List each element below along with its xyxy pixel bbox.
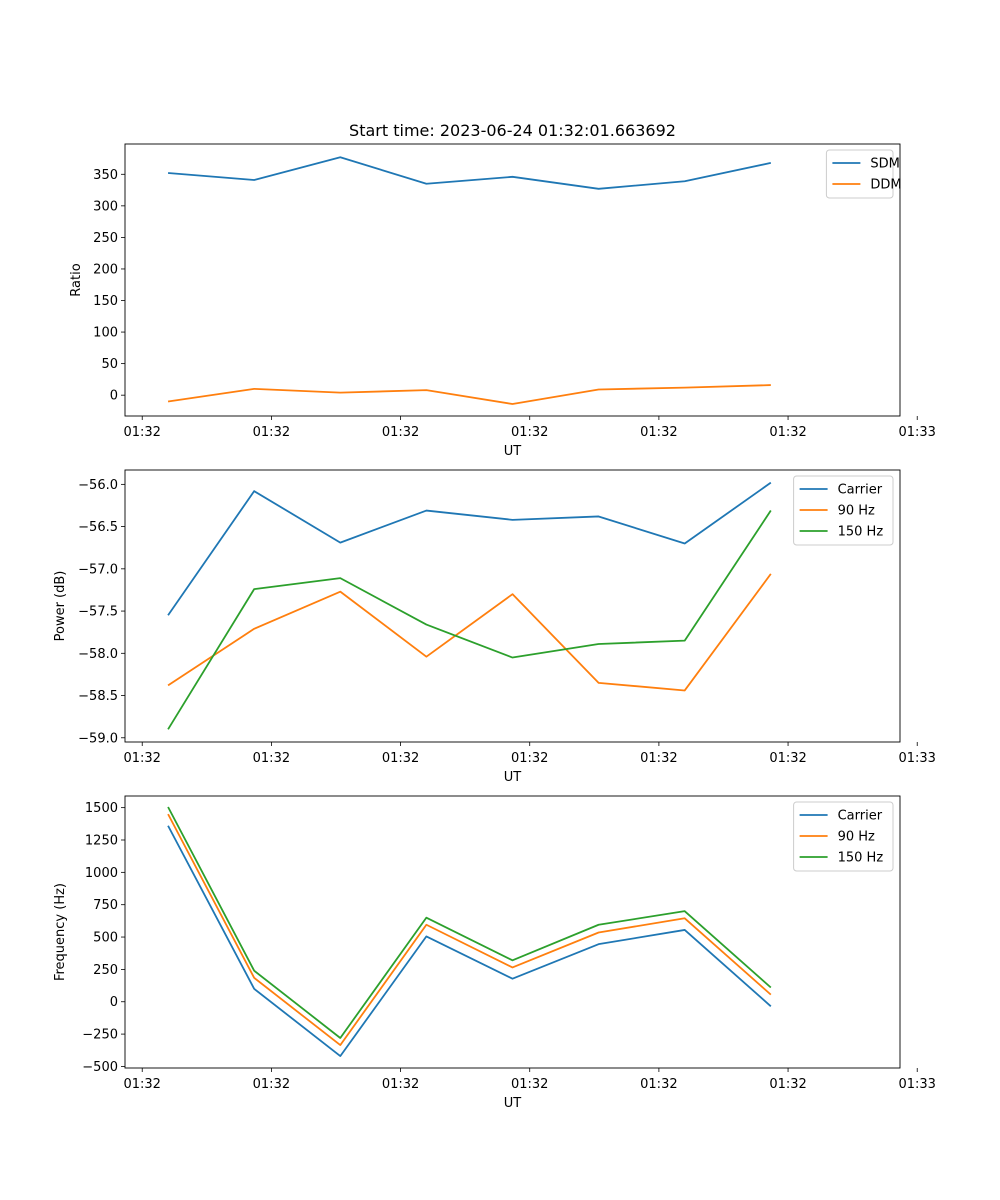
chart-panel-1: 01:32 01:32 01:32 01:32 01:32 01:32 01:33 0 50 10… [69, 143, 936, 459]
y-tick-label: 100 [93, 326, 118, 341]
x-tick-label: 01:32 [640, 425, 677, 440]
legend: Carrier 90 Hz 150 Hz [793, 475, 894, 546]
x-tick-label: 01:33 [898, 751, 935, 766]
series-line-carrier [167, 481, 772, 616]
x-tick-label: 01:32 [382, 1077, 419, 1092]
y-tick-label: −59.0 [78, 731, 118, 746]
charts-container: 01:32 01:32 01:32 01:32 01:32 01:32 01:33 0 50 10… [53, 143, 936, 1111]
y-tick-label: 1250 [85, 833, 118, 848]
y-tick-label: 150 [93, 294, 118, 309]
chart-panel-3: 01:32 01:32 01:32 01:32 01:32 01:32 01:33 −500 −… [53, 795, 936, 1111]
y-tick-label: 0 [110, 995, 118, 1010]
x-tick-label: 01:32 [511, 425, 548, 440]
y-tick-label: 1500 [85, 801, 118, 816]
y-tick-label: −56.5 [78, 520, 118, 535]
x-tick-label: 01:32 [253, 1077, 290, 1092]
series-line-sdm [167, 156, 772, 190]
figure-title: Start time: 2023-06-24 01:32:01.663692 [349, 121, 676, 140]
y-tick-label: 50 [101, 357, 118, 372]
legend: SDM DDM [825, 149, 902, 199]
y-tick-label: 250 [93, 963, 118, 978]
chart-panel-2: 01:32 01:32 01:32 01:32 01:32 01:32 01:33 −59.0… [53, 469, 936, 785]
series-line-carrier [167, 825, 772, 1057]
x-tick-label: 01:32 [511, 1077, 548, 1092]
legend-label: Carrier [838, 483, 883, 498]
x-tick-label: 01:32 [123, 751, 160, 766]
x-tick-label: 01:32 [382, 425, 419, 440]
x-axis-title: UT [504, 1096, 522, 1111]
x-tick-label: 01:32 [253, 425, 290, 440]
series-line-ddm [167, 384, 771, 405]
x-tick-label: 01:33 [898, 1077, 935, 1092]
series-line-150-hz [167, 510, 772, 730]
y-tick-label: 0 [110, 389, 118, 404]
x-tick-label: 01:32 [769, 1077, 806, 1092]
legend-label: DDM [870, 178, 901, 193]
y-tick-label: 350 [93, 168, 118, 183]
series-line-90-hz [167, 813, 772, 1046]
x-tick-label: 01:32 [769, 751, 806, 766]
plot-frame [124, 143, 901, 417]
y-tick-label: 500 [93, 931, 118, 946]
y-axis-title: Frequency (Hz) [53, 883, 68, 981]
legend-label: 150 Hz [838, 525, 884, 540]
x-tick-label: 01:32 [640, 1077, 677, 1092]
x-tick-label: 01:32 [253, 751, 290, 766]
y-tick-label: −56.0 [78, 478, 118, 493]
legend-label: 90 Hz [838, 504, 875, 519]
y-tick-label: 1000 [85, 866, 118, 881]
y-axis-title: Power (dB) [53, 571, 68, 642]
x-tick-label: 01:32 [123, 425, 160, 440]
x-tick-label: 01:32 [123, 1077, 160, 1092]
x-tick-label: 01:32 [511, 751, 548, 766]
y-tick-label: −58.5 [78, 689, 118, 704]
series-line-90-hz [167, 573, 772, 692]
legend-box [793, 475, 894, 546]
legend: Carrier 90 Hz 150 Hz [793, 801, 894, 872]
legend-box [825, 149, 894, 199]
y-tick-label: 300 [93, 199, 118, 214]
x-tick-label: 01:32 [382, 751, 419, 766]
x-tick-label: 01:32 [769, 425, 806, 440]
y-axis-title: Ratio [69, 263, 84, 296]
series-line-150-hz [167, 806, 772, 1039]
x-tick-label: 01:33 [898, 425, 935, 440]
plot-frame [124, 469, 901, 743]
legend-label: 90 Hz [838, 830, 875, 845]
legend-label: Carrier [838, 809, 883, 824]
legend-label: SDM [870, 157, 899, 172]
y-tick-label: −58.0 [78, 647, 118, 662]
legend-label: 150 Hz [838, 851, 884, 866]
y-tick-label: 250 [93, 231, 118, 246]
x-axis-title: UT [504, 770, 522, 785]
y-tick-label: −57.0 [78, 562, 118, 577]
plot-frame [124, 795, 901, 1069]
y-tick-label: −500 [82, 1060, 118, 1075]
y-tick-label: 200 [93, 262, 118, 277]
y-tick-label: −250 [82, 1028, 118, 1043]
y-tick-label: −57.5 [78, 605, 118, 620]
x-axis-title: UT [504, 444, 522, 459]
legend-box [793, 801, 894, 872]
y-tick-label: 750 [93, 898, 118, 913]
x-tick-label: 01:32 [640, 751, 677, 766]
